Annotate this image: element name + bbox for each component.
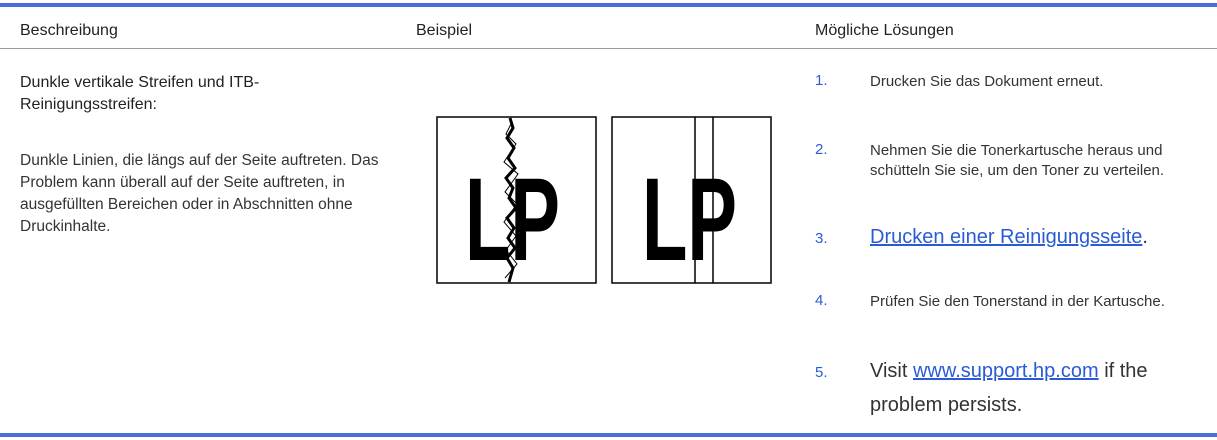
solution-text: Visit www.support.hp.com if the problem … (870, 354, 1205, 422)
column-header: Mögliche Lösungen (815, 22, 954, 39)
column-header: Beschreibung (20, 22, 118, 39)
list-number: 3. (815, 230, 828, 247)
solution-text: Prüfen Sie den Tonerstand in der Kartusc… (870, 293, 1165, 310)
example-letters: LP (642, 154, 737, 286)
list-number: 2. (815, 141, 828, 158)
example-letters: LP (465, 154, 560, 286)
text: . (1142, 226, 1148, 248)
link[interactable]: www.support.hp.com (912, 360, 1099, 382)
list-number: 1. (815, 72, 828, 89)
list-number: 4. (815, 292, 828, 309)
list-number: 5. (815, 364, 828, 381)
description-text: Dunkle Linien, die längs auf der Seite a… (20, 152, 379, 235)
streak (504, 117, 518, 283)
description-title: Dunkle vertikale Streifen und ITB-Reinig… (20, 74, 260, 113)
solution-text: Drucken Sie das Dokument erneut. (870, 73, 1104, 90)
column-header: Beispiel (416, 22, 473, 39)
solution-text: Drucken einer Reinigungsseite. (870, 220, 1205, 254)
example-frame (436, 116, 597, 284)
example-images: LP LP (436, 116, 772, 286)
bottom-border (0, 433, 1217, 437)
solution-text: Nehmen Sie die Tonerkartusche heraus und… (870, 142, 1165, 179)
link[interactable]: Drucken einer Reinigungsseite (870, 226, 1143, 248)
header-divider (0, 48, 1217, 49)
text: if the problem persists. (870, 360, 1148, 416)
top-border (0, 3, 1217, 7)
text: Visit (870, 360, 908, 382)
example-frame (611, 116, 772, 284)
streak (503, 121, 519, 279)
